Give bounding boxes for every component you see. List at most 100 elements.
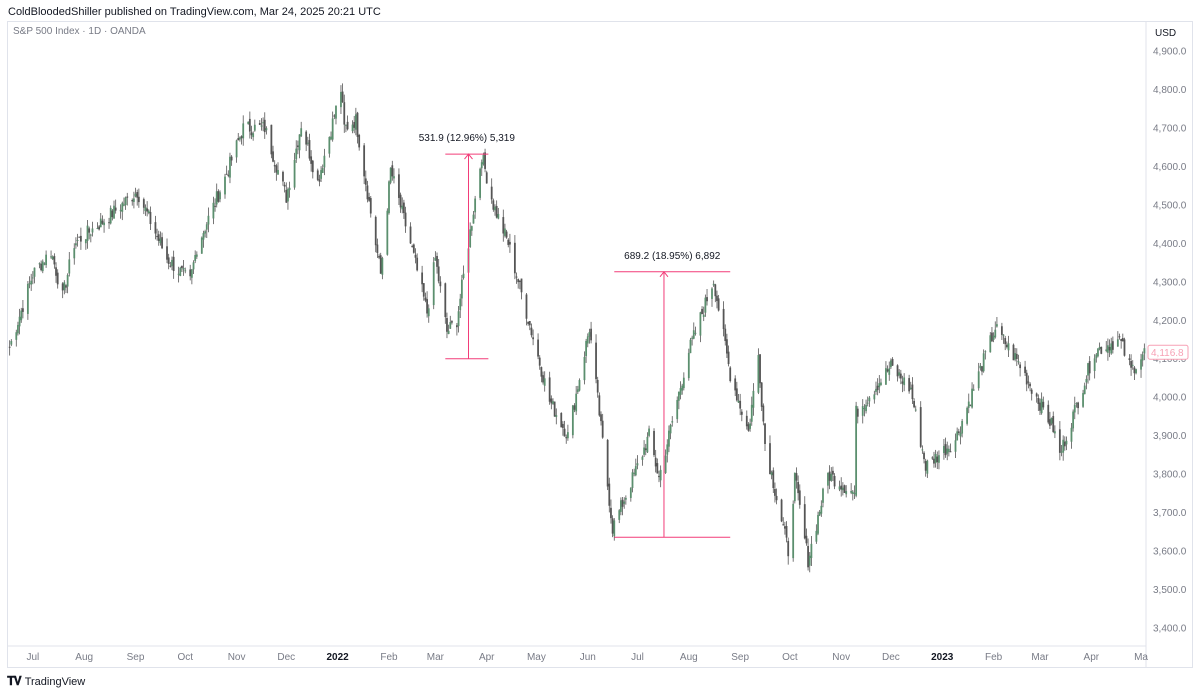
- candle-body: [815, 530, 818, 542]
- candle: [913, 398, 915, 409]
- candle: [658, 470, 660, 483]
- candle-body: [575, 393, 578, 412]
- candle: [316, 168, 319, 182]
- candle-body: [189, 269, 192, 277]
- candle: [586, 333, 589, 348]
- candle: [1116, 331, 1119, 347]
- candle-body: [22, 308, 24, 312]
- candle-body: [833, 475, 836, 487]
- candle-body: [832, 470, 834, 475]
- candle-body: [195, 254, 198, 257]
- candle-body: [179, 267, 182, 277]
- candle-body: [277, 169, 279, 175]
- candle: [1062, 435, 1065, 461]
- candle-body: [653, 430, 655, 456]
- candle: [1111, 336, 1114, 354]
- candle: [682, 372, 685, 391]
- candle-body: [623, 501, 626, 504]
- candle-body: [346, 121, 349, 130]
- candle: [66, 273, 69, 294]
- candle-body: [225, 173, 228, 175]
- candle: [414, 248, 417, 264]
- candle-body: [1072, 411, 1075, 429]
- candle-body: [300, 128, 303, 137]
- candle: [462, 265, 465, 280]
- candle-body: [1085, 378, 1088, 383]
- candle: [943, 439, 945, 460]
- candle: [1105, 341, 1108, 353]
- candle-body: [1052, 416, 1055, 432]
- candle: [818, 509, 821, 517]
- candle: [608, 477, 611, 513]
- candle: [1052, 411, 1055, 434]
- candle: [749, 418, 752, 432]
- candle: [878, 375, 881, 394]
- candle: [815, 524, 818, 544]
- candle-body: [240, 136, 243, 139]
- candle: [354, 107, 357, 136]
- candle-body: [659, 469, 662, 481]
- candle-body: [555, 415, 558, 418]
- candle-body: [53, 256, 56, 265]
- candle: [938, 450, 940, 470]
- x-tick-label: Feb: [380, 652, 398, 663]
- candle-body: [818, 511, 821, 516]
- candle-body: [726, 339, 728, 354]
- candle: [750, 396, 753, 426]
- candle: [205, 222, 208, 239]
- candle-body: [1141, 354, 1144, 361]
- candle-body: [1143, 348, 1146, 354]
- candle: [310, 150, 313, 172]
- candle: [911, 377, 914, 404]
- candle-body: [888, 368, 891, 375]
- candle: [828, 465, 831, 490]
- candle: [899, 369, 902, 385]
- candle: [250, 125, 253, 140]
- candle: [219, 190, 221, 203]
- candle: [260, 118, 263, 131]
- candle-body: [752, 390, 755, 408]
- candle: [810, 536, 813, 566]
- candle: [724, 324, 727, 346]
- x-tick-label: Dec: [277, 652, 295, 663]
- candle: [856, 406, 859, 424]
- candle-body: [318, 179, 321, 182]
- candle-body: [388, 181, 390, 214]
- candle: [576, 385, 579, 395]
- candle-body: [308, 140, 311, 159]
- candle: [56, 269, 59, 289]
- candle-body: [1130, 361, 1132, 368]
- candle-body: [272, 151, 274, 162]
- y-tick-label: 4,500.0: [1153, 200, 1187, 211]
- candle-body: [1108, 346, 1111, 351]
- candle: [502, 209, 505, 242]
- candle: [494, 204, 496, 216]
- candle: [480, 159, 483, 176]
- candle-body: [865, 404, 867, 412]
- candle-body: [913, 400, 915, 408]
- candle: [691, 335, 694, 346]
- x-tick-label: Apr: [1084, 652, 1100, 663]
- candle-body: [769, 443, 771, 475]
- candle: [217, 189, 220, 203]
- candle-body: [552, 401, 554, 404]
- candle: [769, 435, 771, 475]
- candle: [636, 455, 639, 470]
- candle-body: [977, 371, 980, 389]
- candle: [820, 500, 823, 517]
- candle: [1065, 436, 1068, 451]
- candle-body: [484, 152, 486, 169]
- candle-body: [149, 211, 152, 225]
- candle: [8, 340, 11, 356]
- candle: [50, 250, 52, 259]
- candle-body: [200, 237, 203, 254]
- candle: [43, 262, 46, 266]
- candle: [91, 221, 94, 237]
- candle-body: [981, 366, 983, 372]
- candle-body: [1002, 334, 1005, 336]
- candle-body: [502, 217, 505, 234]
- candle-body: [214, 205, 216, 207]
- candle-body: [971, 388, 973, 408]
- candle: [171, 256, 173, 271]
